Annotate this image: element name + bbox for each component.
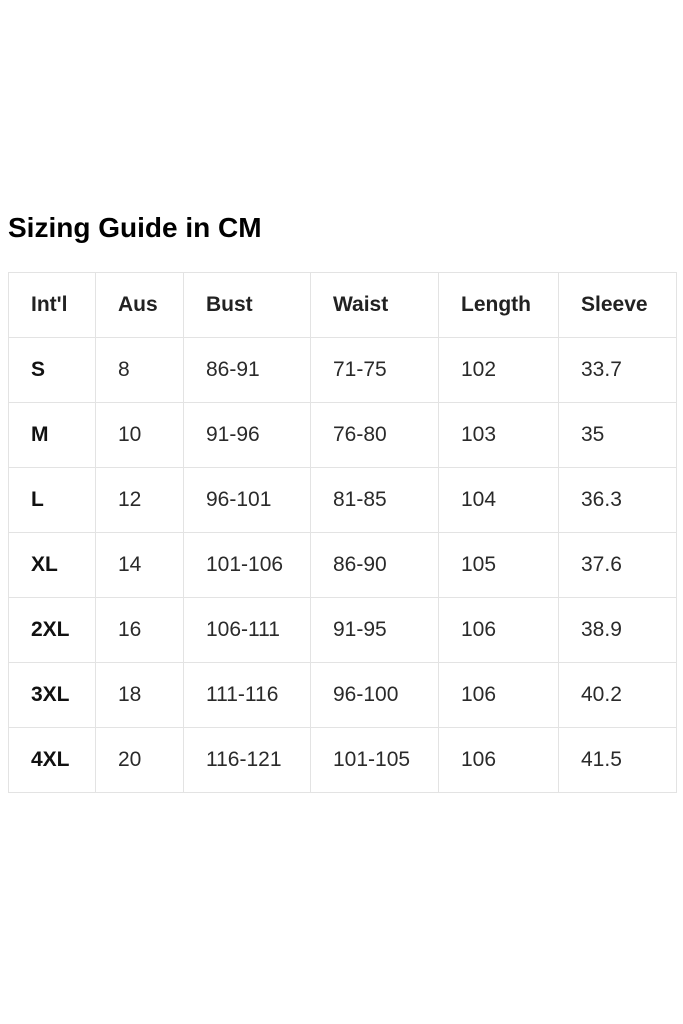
sleeve-cell: 37.6 xyxy=(558,532,677,598)
aus-cell: 12 xyxy=(95,467,184,533)
sleeve-cell: 33.7 xyxy=(558,337,677,403)
size-cell: 3XL xyxy=(8,662,96,728)
size-cell: L xyxy=(8,467,96,533)
size-cell: S xyxy=(8,337,96,403)
waist-cell: 76-80 xyxy=(310,402,439,468)
waist-cell: 86-90 xyxy=(310,532,439,598)
table-header-row: Int'l Aus Bust Waist Length Sleeve xyxy=(8,272,677,338)
aus-cell: 8 xyxy=(95,337,184,403)
aus-cell: 20 xyxy=(95,727,184,793)
length-cell: 104 xyxy=(438,467,559,533)
table-row: S 8 86-91 71-75 102 33.7 xyxy=(8,337,677,403)
sleeve-cell: 41.5 xyxy=(558,727,677,793)
bust-cell: 116-121 xyxy=(183,727,311,793)
table-row: 4XL 20 116-121 101-105 106 41.5 xyxy=(8,727,677,793)
waist-cell: 91-95 xyxy=(310,597,439,663)
aus-cell: 10 xyxy=(95,402,184,468)
length-cell: 102 xyxy=(438,337,559,403)
bust-cell: 101-106 xyxy=(183,532,311,598)
table-row: XL 14 101-106 86-90 105 37.6 xyxy=(8,532,677,598)
length-cell: 106 xyxy=(438,597,559,663)
column-header-waist: Waist xyxy=(310,272,439,338)
table-row: M 10 91-96 76-80 103 35 xyxy=(8,402,677,468)
size-cell: M xyxy=(8,402,96,468)
sleeve-cell: 40.2 xyxy=(558,662,677,728)
waist-cell: 101-105 xyxy=(310,727,439,793)
aus-cell: 16 xyxy=(95,597,184,663)
table-row: 2XL 16 106-111 91-95 106 38.9 xyxy=(8,597,677,663)
page-title: Sizing Guide in CM xyxy=(8,212,262,243)
column-header-sleeve: Sleeve xyxy=(558,272,677,338)
bust-cell: 86-91 xyxy=(183,337,311,403)
aus-cell: 14 xyxy=(95,532,184,598)
waist-cell: 71-75 xyxy=(310,337,439,403)
aus-cell: 18 xyxy=(95,662,184,728)
length-cell: 105 xyxy=(438,532,559,598)
sleeve-cell: 35 xyxy=(558,402,677,468)
size-cell: XL xyxy=(8,532,96,598)
sleeve-cell: 38.9 xyxy=(558,597,677,663)
length-cell: 106 xyxy=(438,727,559,793)
length-cell: 106 xyxy=(438,662,559,728)
column-header-intl: Int'l xyxy=(8,272,96,338)
waist-cell: 96-100 xyxy=(310,662,439,728)
table-row: L 12 96-101 81-85 104 36.3 xyxy=(8,467,677,533)
bust-cell: 91-96 xyxy=(183,402,311,468)
length-cell: 103 xyxy=(438,402,559,468)
bust-cell: 106-111 xyxy=(183,597,311,663)
sleeve-cell: 36.3 xyxy=(558,467,677,533)
column-header-aus: Aus xyxy=(95,272,184,338)
waist-cell: 81-85 xyxy=(310,467,439,533)
bust-cell: 111-116 xyxy=(183,662,311,728)
size-cell: 4XL xyxy=(8,727,96,793)
table-row: 3XL 18 111-116 96-100 106 40.2 xyxy=(8,662,677,728)
bust-cell: 96-101 xyxy=(183,467,311,533)
sizing-table: Int'l Aus Bust Waist Length Sleeve S 8 8… xyxy=(8,272,677,793)
column-header-length: Length xyxy=(438,272,559,338)
column-header-bust: Bust xyxy=(183,272,311,338)
size-cell: 2XL xyxy=(8,597,96,663)
